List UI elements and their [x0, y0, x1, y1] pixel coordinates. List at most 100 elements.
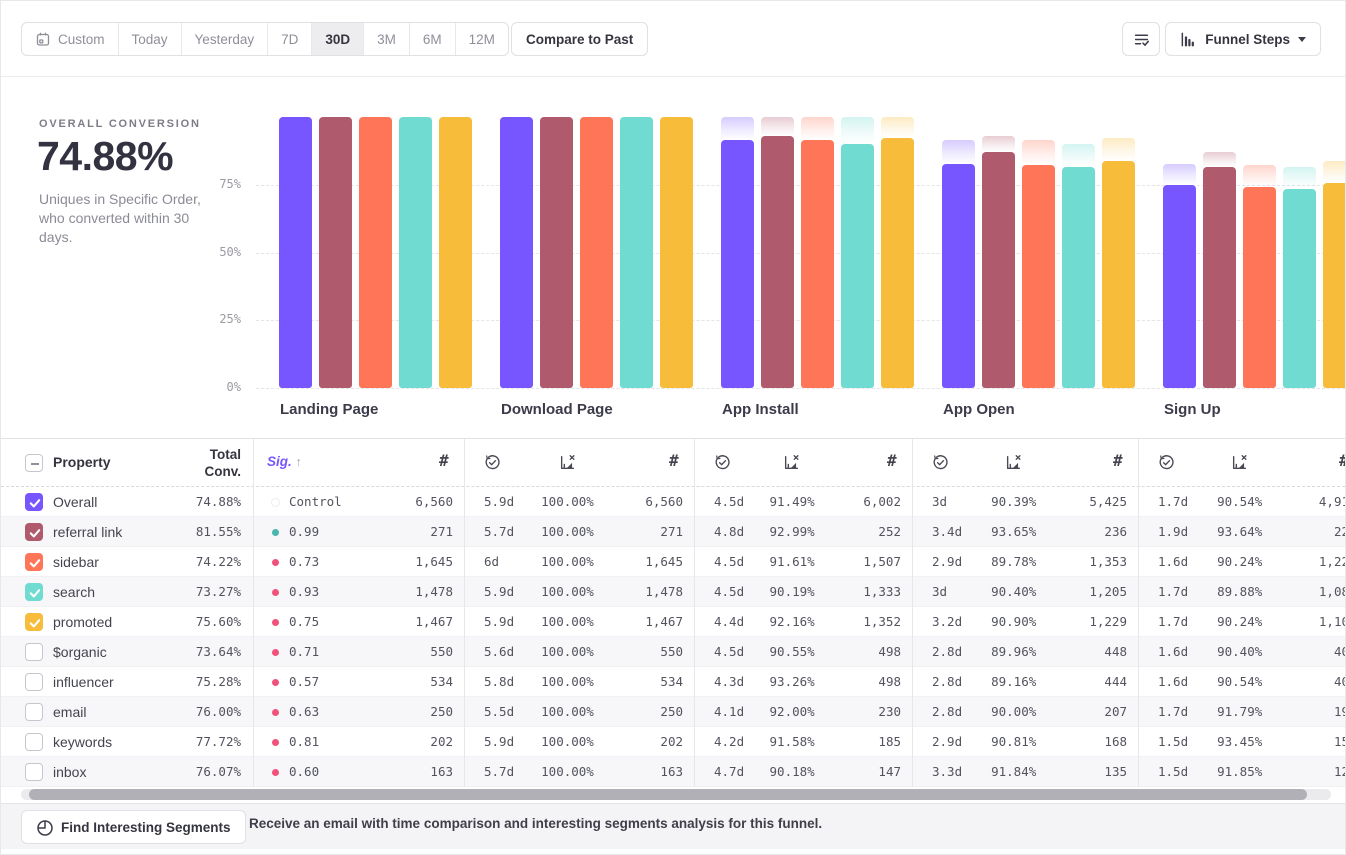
significance-value: 0.63	[289, 704, 320, 719]
conversion-rate-icon[interactable]	[1005, 454, 1022, 476]
step-count-value: 1,645	[415, 554, 453, 569]
bar-promoted-step-3[interactable]	[881, 138, 914, 388]
bar-search-step-1[interactable]	[399, 117, 432, 388]
bar-search-step-4[interactable]	[1062, 167, 1095, 388]
chart-type-dropdown[interactable]: Funnel Steps	[1165, 22, 1321, 56]
bar-sidebar-step-3[interactable]	[801, 139, 834, 388]
conversion-rate-value: 90.40%	[1217, 644, 1263, 659]
row-checkbox-$organic[interactable]	[25, 643, 43, 661]
column-divider	[253, 439, 254, 787]
date-range-12m[interactable]: 12M	[456, 23, 508, 55]
bar-dropoff-promoted-5	[1323, 160, 1345, 184]
bar-search-step-3[interactable]	[841, 143, 874, 388]
date-range-today[interactable]: Today	[119, 23, 182, 55]
bar-promoted-step-4[interactable]	[1102, 160, 1135, 388]
count-icon[interactable]: #	[1339, 451, 1345, 470]
count-icon[interactable]: #	[1113, 451, 1123, 470]
date-range-3m[interactable]: 3M	[364, 23, 410, 55]
column-divider	[912, 439, 913, 787]
conversion-rate-icon[interactable]	[559, 454, 576, 476]
count-icon[interactable]: #	[887, 451, 897, 470]
property-label: inbox	[53, 764, 87, 780]
query-options-button[interactable]	[1122, 22, 1160, 56]
bar-referral-link-step-1[interactable]	[319, 117, 352, 388]
step-count-value: 1,08	[1318, 584, 1346, 599]
date-range-6m[interactable]: 6M	[410, 23, 456, 55]
bar-sidebar-step-2[interactable]	[580, 117, 613, 388]
bar-referral-link-step-4[interactable]	[982, 152, 1015, 388]
bar-sidebar-step-4[interactable]	[1022, 165, 1055, 388]
bar-promoted-step-1[interactable]	[439, 117, 472, 388]
bar-sidebar-step-1[interactable]	[359, 117, 392, 388]
bar-promoted-step-5[interactable]	[1323, 183, 1345, 388]
row-checkbox-promoted[interactable]	[25, 613, 43, 631]
bar-Overall-step-1[interactable]	[279, 117, 312, 388]
row-checkbox-email[interactable]	[25, 703, 43, 721]
row-checkbox-keywords[interactable]	[25, 733, 43, 751]
bar-Overall-step-3[interactable]	[721, 140, 754, 388]
significance-dot	[272, 619, 279, 626]
time-to-convert-icon[interactable]	[484, 454, 501, 476]
time-to-convert-value: 3d	[932, 494, 948, 509]
date-range-yesterday[interactable]: Yesterday	[182, 23, 269, 55]
select-all-checkbox[interactable]	[25, 454, 43, 472]
significance-value: 0.57	[289, 674, 320, 689]
sort-ascending-icon: ↑	[295, 455, 302, 469]
time-to-convert-value: 1.7d	[1158, 584, 1189, 599]
time-to-convert-value: 3.4d	[932, 524, 963, 539]
row-checkbox-sidebar[interactable]	[25, 553, 43, 571]
row-checkbox-influencer[interactable]	[25, 673, 43, 691]
bar-Overall-step-4[interactable]	[942, 163, 975, 388]
horizontal-scrollbar-thumb[interactable]	[29, 789, 1307, 800]
bar-Overall-step-2[interactable]	[500, 117, 533, 388]
step-count-value: 448	[1104, 644, 1127, 659]
bar-search-step-5[interactable]	[1283, 189, 1316, 388]
row-checkbox-referral-link[interactable]	[25, 523, 43, 541]
date-range-custom[interactable]: Custom	[22, 23, 119, 55]
step-count-value: 1,10	[1318, 614, 1346, 629]
row-checkbox-inbox[interactable]	[25, 763, 43, 781]
bar-sidebar-step-5[interactable]	[1243, 186, 1276, 388]
bar-dropoff-referral-link-3	[761, 117, 794, 136]
time-to-convert-icon[interactable]	[714, 454, 731, 476]
significance-value: 0.93	[289, 584, 320, 599]
time-to-convert-value: 5.9d	[484, 734, 515, 749]
conversion-rate-icon[interactable]	[783, 454, 800, 476]
date-range-30d[interactable]: 30D	[312, 23, 365, 55]
bar-promoted-step-2[interactable]	[660, 117, 693, 388]
table-row: $organic 73.64% 0.71 550 5.6d 100.00% 550 4.5d 9…	[1, 637, 1345, 667]
find-interesting-segments-button[interactable]: Find Interesting Segments	[21, 810, 246, 844]
bar-dropoff-search-3	[841, 117, 874, 144]
conversion-rate-value: 100.00%	[541, 494, 594, 509]
significance-dot	[272, 559, 279, 566]
horizontal-scrollbar-track[interactable]	[21, 789, 1331, 800]
total-conv-column-header[interactable]: Total Conv.	[204, 447, 242, 479]
conversion-rate-icon[interactable]	[1231, 454, 1248, 476]
step-count-value: 135	[1104, 764, 1127, 779]
compare-to-past-button[interactable]: Compare to Past	[511, 22, 649, 56]
row-checkbox-search[interactable]	[25, 583, 43, 601]
count-icon[interactable]: #	[669, 451, 679, 470]
step-count-value: 15	[1333, 734, 1345, 749]
row-checkbox-Overall[interactable]	[25, 493, 43, 511]
time-to-convert-icon[interactable]	[1158, 454, 1175, 476]
bar-referral-link-step-5[interactable]	[1203, 166, 1236, 388]
conversion-rate-value: 100.00%	[541, 644, 594, 659]
property-column-header[interactable]: Property	[53, 454, 111, 470]
property-label: Overall	[53, 494, 98, 510]
conversion-rate-value: 92.16%	[769, 614, 815, 629]
bar-Overall-step-5[interactable]	[1163, 185, 1196, 388]
date-range-7d[interactable]: 7D	[268, 23, 313, 55]
time-to-convert-value: 5.7d	[484, 764, 515, 779]
step-count-value: 1,333	[863, 584, 901, 599]
conversion-rate-value: 90.00%	[991, 704, 1037, 719]
bar-referral-link-step-2[interactable]	[540, 117, 573, 388]
bar-search-step-2[interactable]	[620, 117, 653, 388]
count-icon[interactable]: #	[439, 451, 449, 470]
significance-column-header[interactable]: Sig. ↑	[267, 454, 302, 469]
time-to-convert-value: 5.6d	[484, 644, 515, 659]
bar-referral-link-step-3[interactable]	[761, 135, 794, 388]
column-divider	[694, 439, 695, 787]
time-to-convert-value: 6d	[484, 554, 500, 569]
time-to-convert-icon[interactable]	[932, 454, 949, 476]
